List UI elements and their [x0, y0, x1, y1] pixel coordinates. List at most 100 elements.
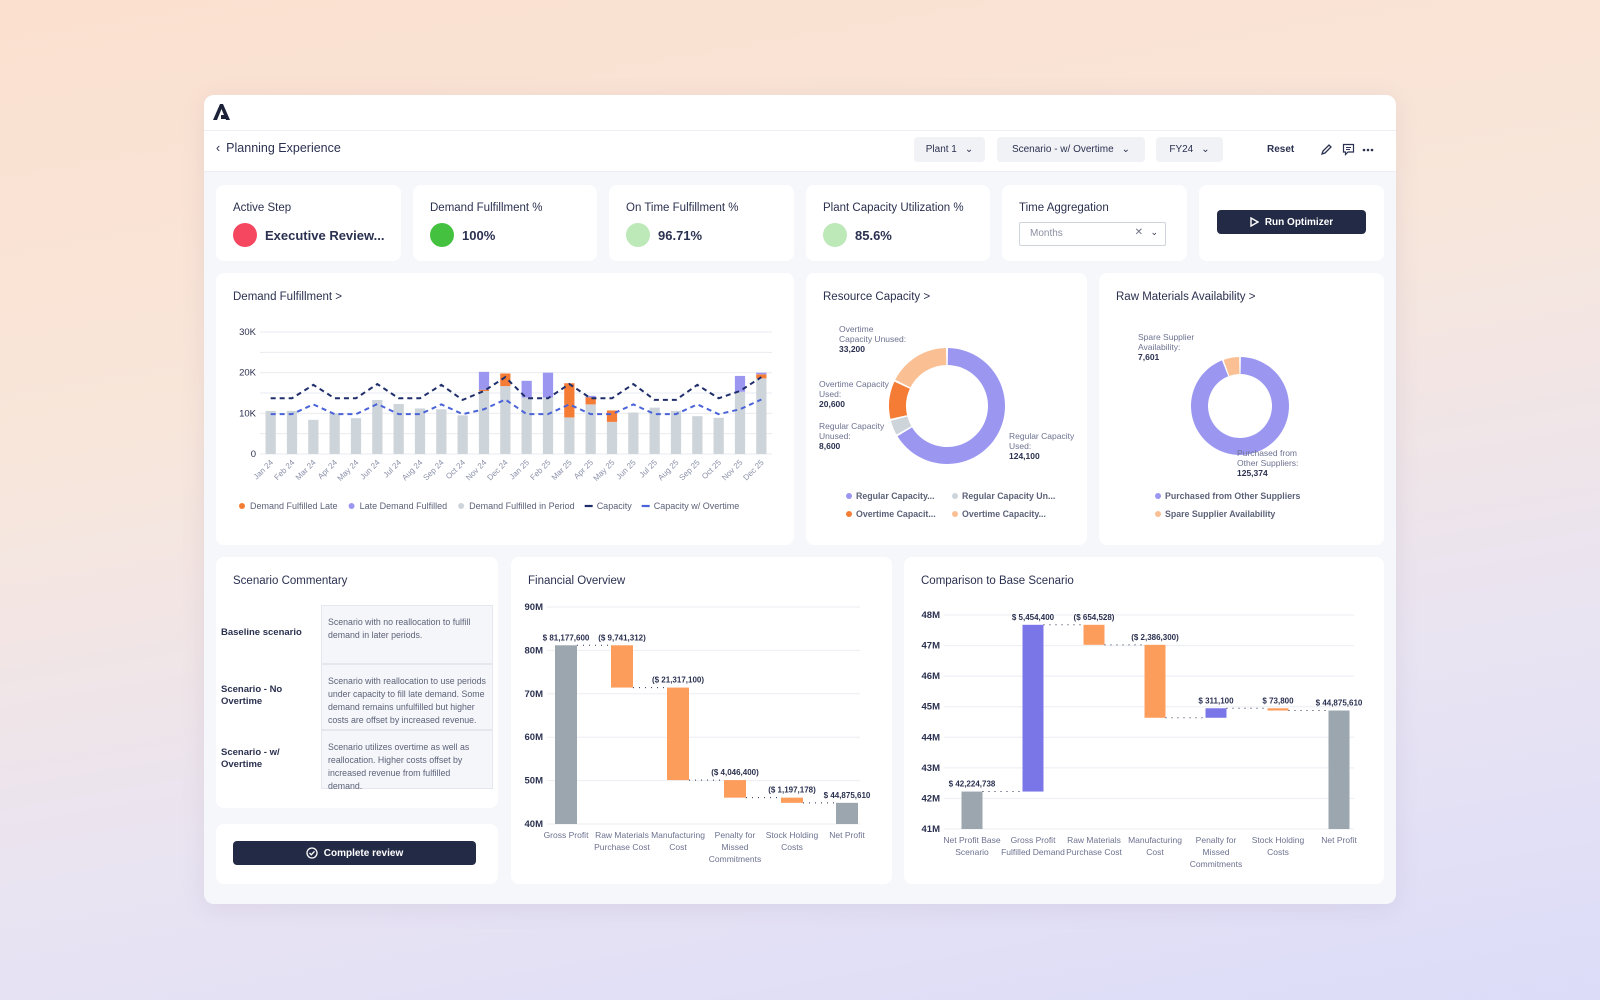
x-tick-label: Jan 24: [252, 458, 276, 482]
bar-fulfilled-late: [756, 374, 767, 379]
y-tick-label: 0: [251, 449, 256, 460]
bar-late-demand-fulfilled: [734, 375, 746, 392]
financial-overview-card: Financial Overview 40M 50M 60M 70M 80M 90M $ 8…: [511, 557, 892, 884]
y-tick-label: 48M: [922, 610, 941, 621]
legend-marker: [458, 503, 465, 509]
demand-fulfillment-card: Demand Fulfillment > 0 10K 20K 30K Jan 24 Feb…: [216, 273, 794, 545]
donut-slice-spare-supplier-availability: [1223, 357, 1240, 376]
x-tick-label: Raw Materials Purchase Cost: [594, 830, 650, 852]
run-optimizer-button[interactable]: Run Optimizer: [1217, 210, 1366, 234]
comment-icon[interactable]: [1342, 143, 1355, 156]
waterfall-step-bar: [667, 687, 689, 781]
year-value: FY24: [1169, 144, 1194, 155]
bar-fulfilled-in-period: [414, 408, 426, 454]
legend-label: Overtime Capacity...: [962, 509, 1046, 519]
x-tick-label: Mar 25: [550, 458, 574, 482]
waterfall-total-bar: [836, 802, 858, 824]
bar-fulfilled-in-period: [372, 399, 383, 454]
bar-fulfilled-late: [606, 410, 618, 422]
complete-review-button[interactable]: Complete review: [233, 841, 476, 865]
donut-slice-regular-capacity-unused: [890, 416, 912, 435]
more-options-icon[interactable]: [1362, 148, 1374, 152]
legend-marker: [846, 493, 852, 499]
legend-marker: [239, 503, 245, 509]
raw-materials-card: Raw Materials Availability > Purchased f…: [1099, 273, 1384, 545]
x-tick-label: Feb 25: [528, 458, 552, 482]
x-tick-label: Aug 25: [656, 458, 681, 483]
x-tick-label: Dec 25: [741, 458, 766, 483]
slice-label: Overtime Capacity Used: 20,600: [819, 379, 890, 409]
clear-icon[interactable]: ✕: [1134, 227, 1143, 238]
bar-fulfilled-late: [564, 383, 575, 418]
x-tick-label: May 25: [591, 458, 616, 483]
financial-overview-title: Financial Overview: [528, 575, 626, 587]
y-tick-label: 44M: [922, 732, 941, 743]
legend-marker: [952, 493, 958, 499]
legend-label: Capacity w/ Overtime: [654, 501, 740, 511]
demand-fulfillment-link[interactable]: Demand Fulfillment >: [233, 291, 342, 303]
waterfall-step-bar: [1022, 624, 1044, 792]
y-tick-label: 42M: [922, 793, 941, 804]
status-dot-light-green: [823, 223, 847, 247]
page-header: ‹ Planning Experience Plant 1 ⌄ Scenario -…: [204, 131, 1396, 172]
data-label: $ 44,875,610: [1316, 699, 1363, 708]
data-label: ($ 9,741,312): [598, 633, 646, 642]
time-aggregation-select[interactable]: Months ✕ ⌄: [1019, 222, 1166, 246]
bar-fulfilled-in-period: [478, 390, 490, 454]
kpi-value: 100%: [462, 227, 496, 243]
reset-button[interactable]: Reset: [1267, 144, 1295, 155]
bar-fulfilled-in-period: [542, 397, 554, 454]
app-logo-icon[interactable]: [212, 103, 232, 121]
app-window: ‹ Planning Experience Plant 1 ⌄ Scenario -…: [204, 95, 1396, 904]
legend-label: Late Demand Fulfilled: [360, 501, 448, 511]
status-dot-light-green: [626, 223, 650, 247]
status-dot-red: [233, 223, 257, 247]
bar-fulfilled-in-period: [521, 397, 532, 454]
raw-materials-link[interactable]: Raw Materials Availability >: [1116, 291, 1256, 303]
resource-capacity-chart: Regular Capacity Used: 124,100 Regular Capa…: [819, 324, 1075, 519]
resource-capacity-link[interactable]: Resource Capacity >: [823, 291, 931, 303]
x-tick-label: Raw Materials Purchase Cost: [1066, 835, 1122, 857]
line-capacity-overtime: [270, 398, 762, 416]
x-tick-label: Net Profit Base Scenario: [943, 835, 1000, 857]
kpi-title: Demand Fulfillment %: [430, 202, 543, 214]
bar-fulfilled-late: [478, 389, 490, 391]
x-tick-label: Dec 24: [485, 458, 510, 483]
x-tick-label: May 24: [335, 458, 360, 483]
legend-label: Regular Capacity...: [856, 491, 935, 501]
kpi-title: On Time Fulfillment %: [626, 202, 739, 214]
edit-pencil-icon[interactable]: [1320, 143, 1333, 156]
back-button[interactable]: ‹ Planning Experience: [216, 141, 341, 155]
top-bar: [204, 95, 1396, 131]
plant-dropdown[interactable]: Plant 1 ⌄: [914, 137, 985, 162]
waterfall-total-bar: [1328, 710, 1350, 829]
bar-fulfilled-late: [585, 397, 596, 405]
data-label: $ 42,224,738: [949, 780, 996, 789]
bar-fulfilled-in-period: [308, 419, 319, 454]
page-title: Planning Experience: [226, 141, 341, 155]
status-dot-green: [430, 223, 454, 247]
kpi-title: Active Step: [233, 202, 292, 214]
x-tick-label: Jun 24: [358, 458, 382, 482]
x-tick-label: Nov 25: [720, 458, 745, 483]
chevron-down-icon: ⌄: [964, 144, 974, 155]
legend-label: Capacity: [597, 501, 633, 511]
legend-label: Demand Fulfilled Late: [250, 501, 338, 511]
y-tick-label: 46M: [922, 671, 941, 682]
kpi-value: 96.71%: [658, 227, 703, 243]
year-dropdown[interactable]: FY24 ⌄: [1156, 137, 1223, 162]
resource-capacity-card: Resource Capacity > Regular Capacity Used…: [806, 273, 1087, 545]
scenario-dropdown[interactable]: Scenario - w/ Overtime ⌄: [997, 137, 1145, 162]
bar-late-demand-fulfilled: [756, 372, 767, 375]
x-tick-label: Stock Holding Costs: [766, 830, 819, 852]
x-tick-label: Net Profit: [829, 830, 865, 840]
kpi-active-step: Active Step Executive Review...: [216, 185, 401, 261]
commentary-label: Baseline scenario: [221, 627, 302, 638]
bar-late-demand-fulfilled: [542, 372, 554, 398]
x-tick-label: Gross Profit: [544, 830, 590, 840]
kpi-on-time-fulfillment: On Time Fulfillment % 96.71%: [609, 185, 794, 261]
kpi-demand-fulfillment: Demand Fulfillment % 100%: [413, 185, 597, 261]
x-tick-label: Feb 24: [272, 458, 296, 482]
x-tick-label: Oct 24: [444, 458, 467, 481]
scenario-commentary-card: Scenario Commentary Scenario with no rea…: [216, 557, 498, 808]
